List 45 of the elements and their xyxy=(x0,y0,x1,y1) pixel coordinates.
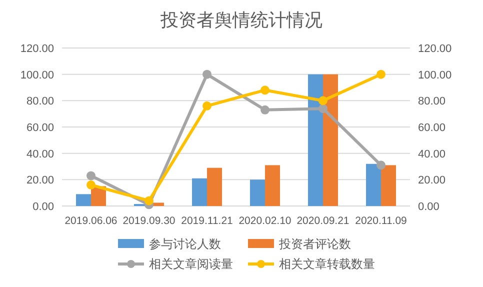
point xyxy=(260,86,270,95)
x-tick-label: 2019.09.30 xyxy=(122,215,176,227)
legend-label: 相关文章阅读量 xyxy=(149,257,233,271)
bar xyxy=(308,74,323,206)
point xyxy=(202,70,212,79)
x-tick-label: 2020.02.10 xyxy=(238,215,292,227)
y-tick-label: 60.00 xyxy=(26,122,54,134)
y-tick-label: 20.00 xyxy=(26,174,54,187)
y-tick-label: 0.00 xyxy=(32,201,54,213)
y2-tick-label: 40.00 xyxy=(418,148,446,160)
y-tick-label: 100.00 xyxy=(20,69,54,82)
bar xyxy=(76,194,91,206)
bar xyxy=(207,168,222,206)
point xyxy=(376,70,386,79)
y2-tick-label: 60.00 xyxy=(418,122,446,134)
point xyxy=(202,101,212,110)
bar xyxy=(381,165,396,206)
y2-tick-label: 120.00 xyxy=(418,43,452,55)
bar xyxy=(192,178,207,206)
point xyxy=(318,96,328,106)
y-tick-label: 40.00 xyxy=(26,148,54,160)
point xyxy=(376,160,386,170)
x-tick-label: 2020.09.21 xyxy=(296,215,350,227)
y2-tick-label: 80.00 xyxy=(418,96,446,108)
legend-label: 参与讨论人数 xyxy=(149,237,221,251)
bar xyxy=(265,165,280,206)
y-tick-label: 120.00 xyxy=(20,43,54,55)
y-tick-label: 80.00 xyxy=(26,96,54,108)
x-tick-label: 2019.06.06 xyxy=(64,215,118,227)
point xyxy=(260,105,270,114)
y2-tick-label: 0.00 xyxy=(418,201,440,213)
legend-label: 相关文章转载数量 xyxy=(279,257,375,271)
point xyxy=(318,104,328,114)
bar xyxy=(323,74,338,206)
legend-label: 投资者评论数 xyxy=(278,237,351,251)
bar xyxy=(366,164,381,206)
bar xyxy=(250,180,265,206)
x-tick-label: 2019.11.21 xyxy=(181,215,234,227)
point xyxy=(86,180,96,190)
x-tick-label: 2020.11.09 xyxy=(355,215,408,227)
point xyxy=(86,171,96,180)
y2-tick-label: 100.00 xyxy=(418,69,452,82)
point xyxy=(144,196,154,206)
chart-title: 投资者舆情统计情况 xyxy=(160,10,322,30)
y2-tick-label: 20.00 xyxy=(418,174,446,187)
